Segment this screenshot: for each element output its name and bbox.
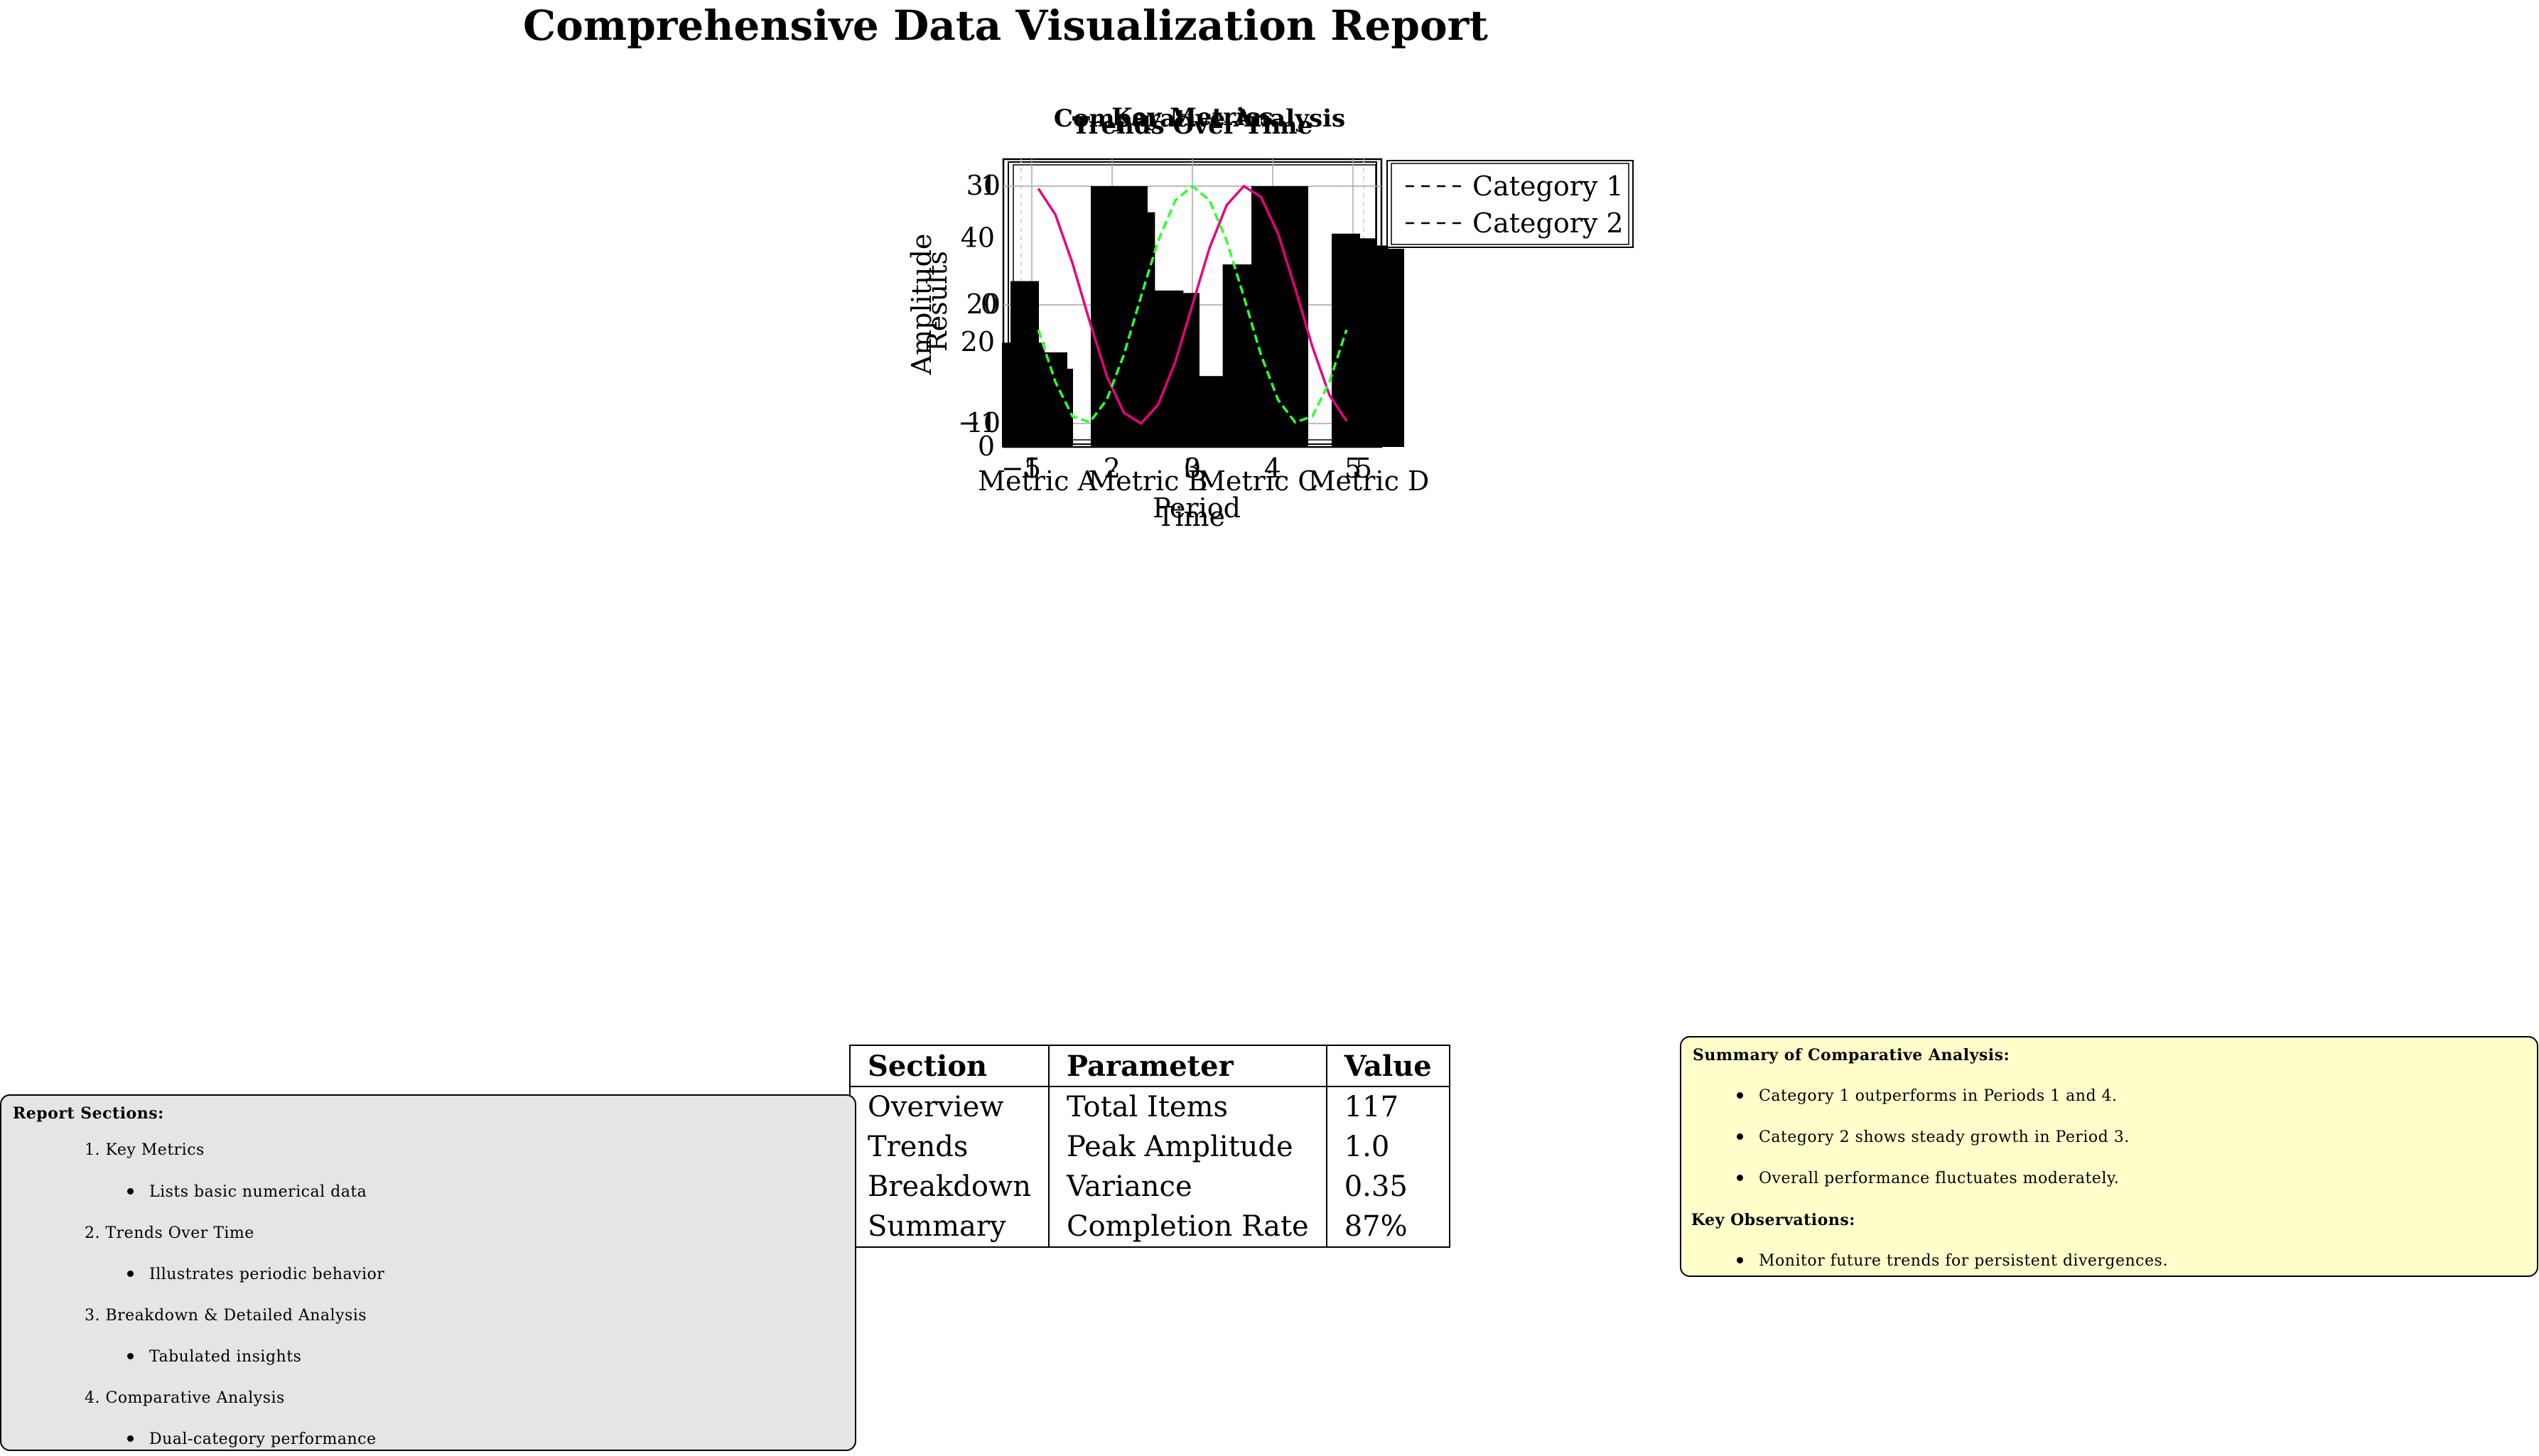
comparative-bar-category-1 [1251,186,1280,447]
section-item: 4. Comparative Analysis [85,1389,285,1407]
table-cell: Breakdown [849,1167,1050,1207]
bullet-icon [1737,1256,1743,1263]
table-cell: Trends [849,1127,1050,1167]
table-cell: 0.35 [1325,1167,1450,1207]
comparative-bar-category-2 [1360,245,1389,447]
bullet-icon [127,1352,134,1359]
page-title: Comprehensive Data Visualization Report [523,1,1488,50]
x-tick-label: 1 [1023,453,1040,484]
bullet-icon [1737,1091,1743,1099]
bullet-icon [127,1187,134,1195]
table-header: Section [849,1045,1050,1087]
x-axis-label: Time [1157,501,1225,532]
legend-box [1386,160,1634,248]
comparative-bar-category-1 [1010,281,1039,447]
x-tick-label: 0 [1184,453,1201,484]
observation-item: Monitor future trends for persistent div… [1737,1252,2168,1270]
summary-item: Category 1 outperforms in Periods 1 and … [1737,1087,2118,1105]
section-item: 2. Trends Over Time [85,1224,254,1242]
table-cell: Peak Amplitude [1047,1127,1327,1167]
category-label: Metric D [1308,465,1430,497]
y-tick-label: 0 [981,288,998,320]
y-tick-label: 40 [961,222,995,253]
trend-line-category-1 [1037,184,1348,426]
bullet-icon [1737,1133,1743,1140]
table-cell: Variance [1047,1167,1327,1207]
comparative-bar-category-1 [1171,293,1200,447]
observations-title: Key Observations: [1691,1211,1855,1229]
comparative-bar-category-1 [1332,233,1360,447]
y-tick-label: 20 [966,288,1001,320]
x-tick-label: −5 [1001,453,1041,484]
section-subitem: Dual-category performance [127,1430,376,1448]
section-item: 1. Key Metrics [85,1141,205,1159]
bullet-icon [127,1435,134,1442]
summary-panel: Summary of Comparative Analysis: Categor… [1680,1036,2538,1277]
summary-item: Overall performance fluctuates moderatel… [1737,1170,2119,1187]
y-tick-label: −1 [958,407,998,438]
comparative-bar-category-2 [1039,352,1067,447]
y-axis-label: Results [922,251,953,352]
table-header-row: Section Parameter Value [849,1045,1450,1087]
table-cell: Summary [849,1207,1050,1248]
comparative-bar-category-2 [1119,186,1148,447]
section-subitem: Tabulated insights [127,1348,301,1366]
summary-table: Section Parameter Value Overview Total I… [849,1045,1450,1248]
report-sections-panel: Report Sections: 1. Key Metrics Lists ba… [0,1094,856,1451]
comparative-bar-category-1 [1091,186,1119,447]
y-axis-label: Amplitude [906,234,937,376]
x-tick-label: 4 [1264,453,1281,484]
trend-line-category-2 [1037,184,1348,424]
section-item: 3. Breakdown & Detailed Analysis [85,1307,367,1325]
table-cell: 87% [1325,1207,1450,1248]
legend-label: Category 2 [1472,207,1624,239]
y-tick-label: 10 [966,407,1001,438]
x-tick-label: 5 [1344,453,1362,484]
category-label: Metric A [978,465,1097,497]
chart-title: Key Metrics [1111,103,1273,131]
y-tick-label: 20 [961,326,995,357]
x-tick-label: 5 [1355,453,1372,484]
category-label: Metric C [1198,465,1318,497]
bullet-icon [1737,1174,1743,1181]
table-header: Parameter [1047,1045,1327,1087]
table-row: Overview Total Items 117 [849,1086,1450,1127]
x-tick-label: 3 [1184,453,1201,484]
table-row: Trends Peak Amplitude 1.0 [849,1127,1450,1167]
table-cell: Completion Rate [1047,1207,1327,1248]
chart-title: Trends Over Time [1072,112,1312,140]
table-row: Breakdown Variance 0.35 [849,1167,1450,1207]
legend-label: Category 1 [1472,171,1624,202]
x-tick-label: 2 [1104,453,1121,484]
comparative-bar-category-2 [1200,376,1228,447]
chart-title: Comparative Analysis [1054,104,1345,133]
table-header: Value [1325,1045,1450,1087]
section-subitem: Lists basic numerical data [127,1183,367,1201]
y-tick-label: 0 [978,431,995,462]
table-cell: Total Items [1047,1086,1327,1127]
summary-item: Category 2 shows steady growth in Period… [1737,1128,2130,1146]
bullet-icon [127,1270,134,1277]
report-sections-title: Report Sections: [13,1104,164,1123]
y-tick-label: 1 [981,170,998,201]
x-axis-label: Period [1153,492,1241,524]
section-subitem: Illustrates periodic behavior [127,1266,384,1283]
legend-box [1391,163,1629,245]
table-row: Summary Completion Rate 87% [849,1207,1450,1248]
summary-title: Summary of Comparative Analysis: [1693,1046,2010,1064]
table-cell: 1.0 [1325,1127,1450,1167]
table-cell: Overview [849,1086,1050,1127]
y-tick-label: 30 [966,170,1001,201]
category-label: Metric B [1088,465,1207,497]
table-cell: 117 [1325,1086,1450,1127]
